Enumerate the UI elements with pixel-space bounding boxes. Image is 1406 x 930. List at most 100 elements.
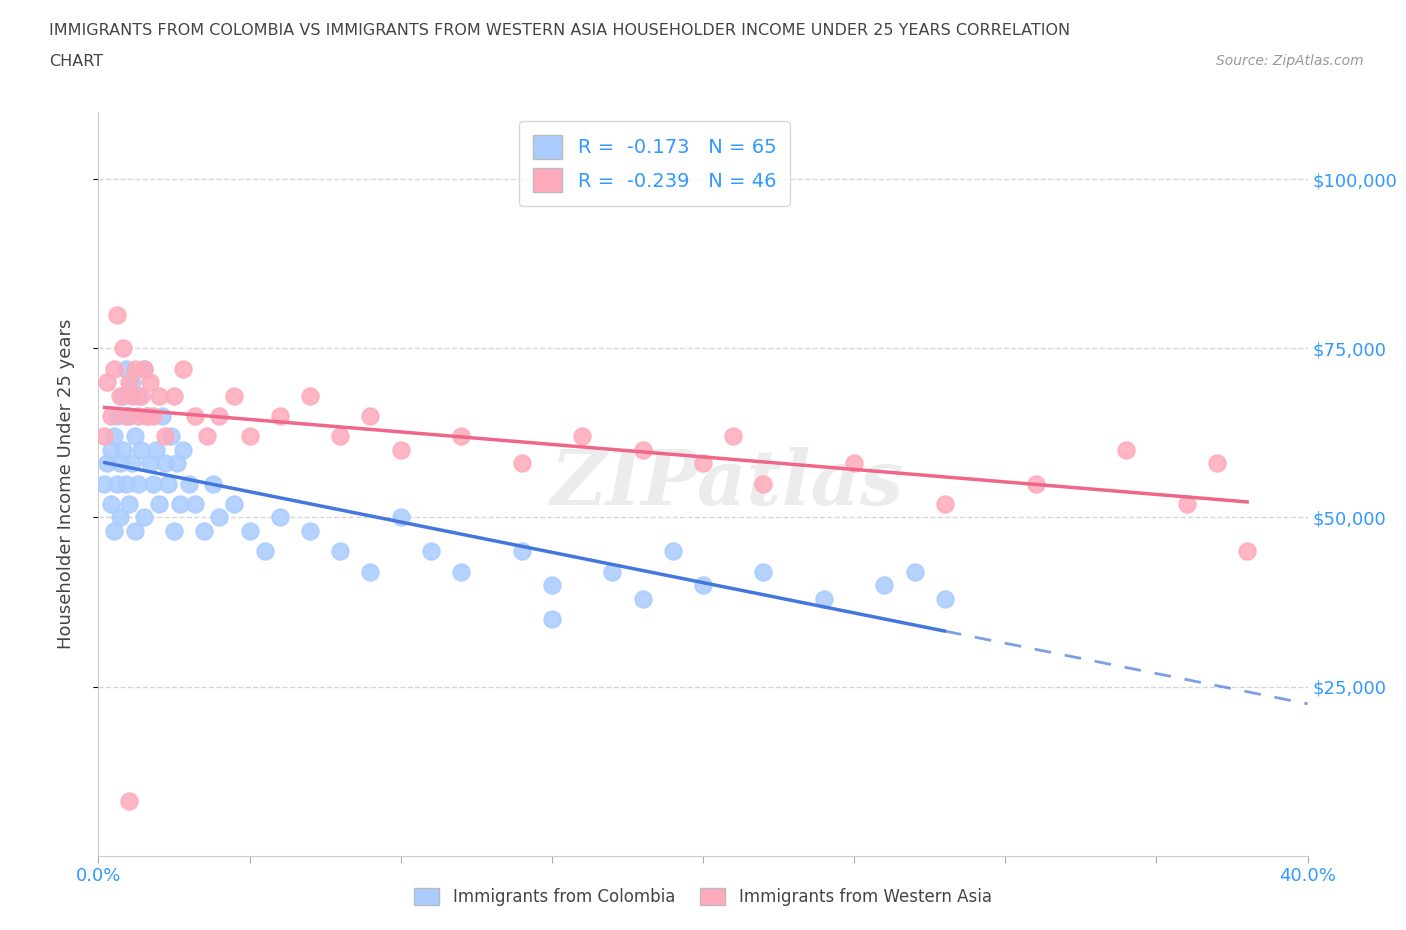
Point xyxy=(752,565,775,579)
Point xyxy=(904,565,927,579)
Point xyxy=(179,476,201,491)
Point xyxy=(105,476,128,491)
Point xyxy=(269,408,291,423)
Point xyxy=(132,510,155,525)
Point xyxy=(111,443,134,458)
Point xyxy=(129,388,152,403)
Point xyxy=(124,361,146,376)
Point xyxy=(934,497,956,512)
Point xyxy=(153,456,176,471)
Point xyxy=(934,591,956,606)
Point xyxy=(299,388,322,403)
Point xyxy=(224,497,246,512)
Point xyxy=(121,375,143,390)
Point xyxy=(195,429,218,444)
Point xyxy=(127,388,149,403)
Point xyxy=(132,361,155,376)
Y-axis label: Householder Income Under 25 years: Householder Income Under 25 years xyxy=(56,318,75,649)
Point xyxy=(156,476,179,491)
Point xyxy=(169,497,191,512)
Point xyxy=(100,443,122,458)
Point xyxy=(142,408,165,423)
Point xyxy=(299,524,322,538)
Point xyxy=(118,375,141,390)
Legend: Immigrants from Colombia, Immigrants from Western Asia: Immigrants from Colombia, Immigrants fro… xyxy=(408,881,998,912)
Point xyxy=(208,408,231,423)
Point xyxy=(813,591,835,606)
Point xyxy=(111,388,134,403)
Point xyxy=(1236,544,1258,559)
Text: Source: ZipAtlas.com: Source: ZipAtlas.com xyxy=(1216,54,1364,68)
Text: ZIPatlas: ZIPatlas xyxy=(551,446,904,521)
Point xyxy=(844,456,866,471)
Point xyxy=(118,794,141,809)
Point xyxy=(118,408,141,423)
Point xyxy=(96,375,118,390)
Point xyxy=(108,456,131,471)
Point xyxy=(100,408,122,423)
Point xyxy=(571,429,593,444)
Point xyxy=(1115,443,1137,458)
Point xyxy=(360,565,382,579)
Point xyxy=(103,524,125,538)
Point xyxy=(96,456,118,471)
Point xyxy=(132,361,155,376)
Legend: R =  -0.173   N = 65, R =  -0.239   N = 46: R = -0.173 N = 65, R = -0.239 N = 46 xyxy=(519,121,790,206)
Point xyxy=(172,443,194,458)
Point xyxy=(166,456,188,471)
Point xyxy=(239,429,262,444)
Point xyxy=(510,456,533,471)
Point xyxy=(253,544,276,559)
Point xyxy=(135,408,157,423)
Point xyxy=(127,408,149,423)
Point xyxy=(105,307,128,322)
Point xyxy=(118,497,141,512)
Point xyxy=(389,510,412,525)
Point xyxy=(450,565,472,579)
Point xyxy=(450,429,472,444)
Point xyxy=(184,497,207,512)
Point xyxy=(150,408,173,423)
Point xyxy=(202,476,225,491)
Point xyxy=(129,443,152,458)
Point xyxy=(153,429,176,444)
Point xyxy=(114,408,136,423)
Point xyxy=(142,476,165,491)
Point xyxy=(510,544,533,559)
Point xyxy=(114,476,136,491)
Point xyxy=(329,429,352,444)
Point xyxy=(108,388,131,403)
Point xyxy=(1024,476,1046,491)
Point xyxy=(100,497,122,512)
Point xyxy=(193,524,215,538)
Point xyxy=(873,578,896,592)
Text: IMMIGRANTS FROM COLOMBIA VS IMMIGRANTS FROM WESTERN ASIA HOUSEHOLDER INCOME UNDE: IMMIGRANTS FROM COLOMBIA VS IMMIGRANTS F… xyxy=(49,23,1070,38)
Point xyxy=(389,443,412,458)
Point xyxy=(139,456,162,471)
Point xyxy=(135,408,157,423)
Point xyxy=(145,443,167,458)
Point xyxy=(208,510,231,525)
Point xyxy=(163,524,186,538)
Point xyxy=(124,429,146,444)
Point xyxy=(239,524,262,538)
Point xyxy=(420,544,443,559)
Point xyxy=(224,388,246,403)
Point xyxy=(540,611,562,626)
Text: CHART: CHART xyxy=(49,54,103,69)
Point xyxy=(602,565,624,579)
Point xyxy=(1175,497,1198,512)
Point xyxy=(269,510,291,525)
Point xyxy=(723,429,745,444)
Point xyxy=(160,429,183,444)
Point xyxy=(184,408,207,423)
Point xyxy=(121,456,143,471)
Point xyxy=(111,341,134,356)
Point xyxy=(139,375,162,390)
Point xyxy=(124,524,146,538)
Point xyxy=(1206,456,1229,471)
Point xyxy=(752,476,775,491)
Point xyxy=(114,361,136,376)
Point xyxy=(93,476,115,491)
Point xyxy=(540,578,562,592)
